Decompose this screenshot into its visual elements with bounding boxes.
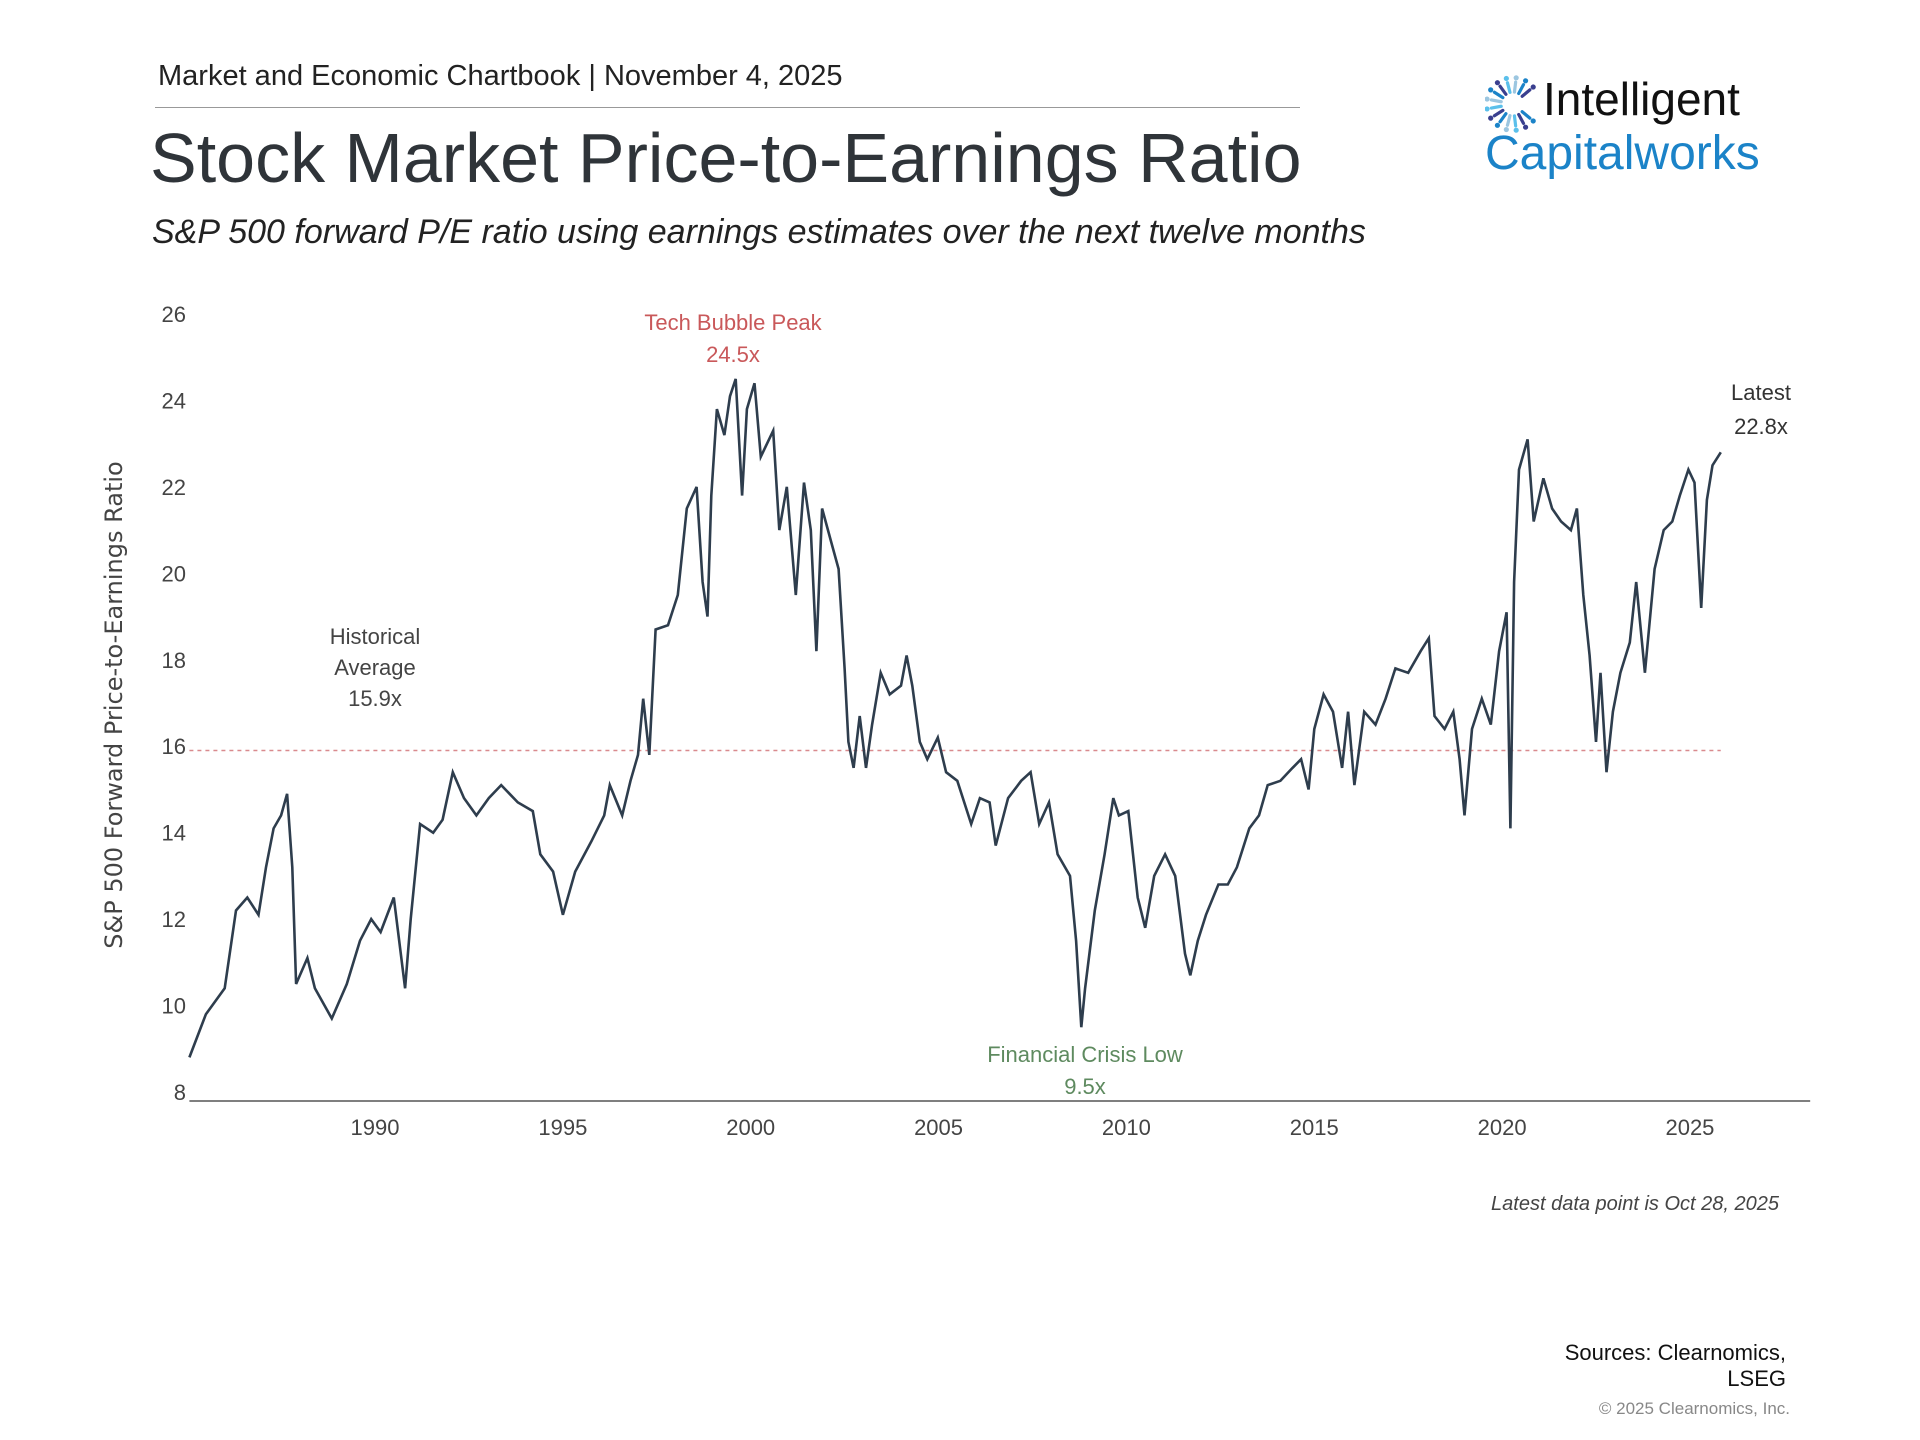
annotation-latest: 22.8x — [1734, 414, 1788, 439]
header-divider — [155, 107, 1300, 108]
logo-dot — [1530, 118, 1536, 124]
logo-ray — [1498, 84, 1508, 96]
x-tick-label: 2015 — [1290, 1115, 1339, 1140]
pe-ratio-series-line — [188, 378, 1722, 1058]
logo-ray — [1489, 98, 1503, 104]
logo-ray — [1489, 104, 1503, 110]
y-axis-title: S&P 500 Forward Price-to-Earnings Ratio — [100, 461, 128, 948]
logo-mark-icon — [1485, 75, 1536, 133]
annotation-crisis-low: Financial Crisis Low — [987, 1042, 1183, 1067]
logo-ray — [1505, 81, 1512, 94]
logo-ray — [1512, 80, 1518, 94]
logo-ray — [1517, 83, 1526, 96]
sources-line-1: Sources: Clearnomics, — [1564, 1340, 1786, 1365]
logo-ray — [1517, 112, 1526, 125]
logo-dot — [1494, 122, 1501, 128]
annotation-tech-peak: Tech Bubble Peak — [644, 310, 822, 335]
x-tick-label: 2010 — [1102, 1115, 1151, 1140]
x-tick-label: 2025 — [1665, 1115, 1714, 1140]
copyright: © 2025 Clearnomics, Inc. — [1598, 1399, 1790, 1418]
logo-ray — [1492, 108, 1505, 118]
y-tick-label: 22 — [162, 475, 186, 500]
x-tick-label: 2000 — [726, 1115, 775, 1140]
logo-dot — [1485, 106, 1490, 112]
page-title: Stock Market Price-to-Earnings Ratio — [150, 119, 1302, 197]
page-subtitle: S&P 500 forward P/E ratio using earnings… — [152, 213, 1366, 251]
y-tick-label: 12 — [162, 907, 186, 932]
logo-ray — [1505, 114, 1512, 127]
annotation-latest: Latest — [1731, 380, 1791, 405]
logo-dot — [1488, 87, 1494, 93]
x-tick-label: 2005 — [914, 1115, 963, 1140]
y-tick-label: 26 — [162, 302, 186, 327]
y-tick-label: 20 — [162, 561, 186, 586]
y-tick-label: 10 — [162, 994, 186, 1019]
logo-dot — [1513, 75, 1519, 81]
logo-dot — [1488, 115, 1494, 121]
chartbook-header: Market and Economic Chartbook | November… — [158, 60, 843, 92]
logo-ray — [1492, 90, 1505, 100]
logo-dot — [1530, 84, 1536, 90]
logo-text-line1: Intelligent — [1543, 73, 1740, 125]
annotation-tech-peak: 24.5x — [706, 342, 760, 367]
logo-ray — [1520, 88, 1532, 98]
logo-dot — [1522, 124, 1529, 130]
logo-text-line2: Capitalworks — [1485, 127, 1760, 180]
annotation-average: Historical — [330, 624, 420, 649]
latest-data-note: Latest data point is Oct 28, 2025 — [1491, 1193, 1779, 1215]
company-logo: Intelligent Capitalworks — [1485, 72, 1785, 187]
logo-dot — [1485, 96, 1490, 102]
sources-line-2: LSEG — [1727, 1366, 1786, 1391]
logo-ray — [1512, 114, 1518, 128]
annotation-average: Average — [334, 655, 416, 680]
logo-ray — [1520, 110, 1532, 120]
x-tick-label: 1995 — [538, 1115, 587, 1140]
y-tick-label: 18 — [162, 648, 186, 673]
y-tick-label: 24 — [162, 388, 186, 413]
annotation-crisis-low: 9.5x — [1064, 1074, 1106, 1099]
y-tick-label: 14 — [162, 821, 186, 846]
logo-dot — [1494, 80, 1501, 86]
logo-dot — [1503, 75, 1509, 82]
logo-dot — [1513, 127, 1519, 133]
logo-ray — [1498, 112, 1508, 124]
logo-dot — [1522, 78, 1529, 84]
annotation-average: 15.9x — [348, 686, 402, 711]
x-tick-label: 2020 — [1478, 1115, 1527, 1140]
y-tick-label: 16 — [162, 734, 186, 759]
y-tick-label: 8 — [174, 1080, 186, 1105]
logo-dot — [1503, 126, 1509, 133]
x-tick-label: 1990 — [351, 1115, 400, 1140]
